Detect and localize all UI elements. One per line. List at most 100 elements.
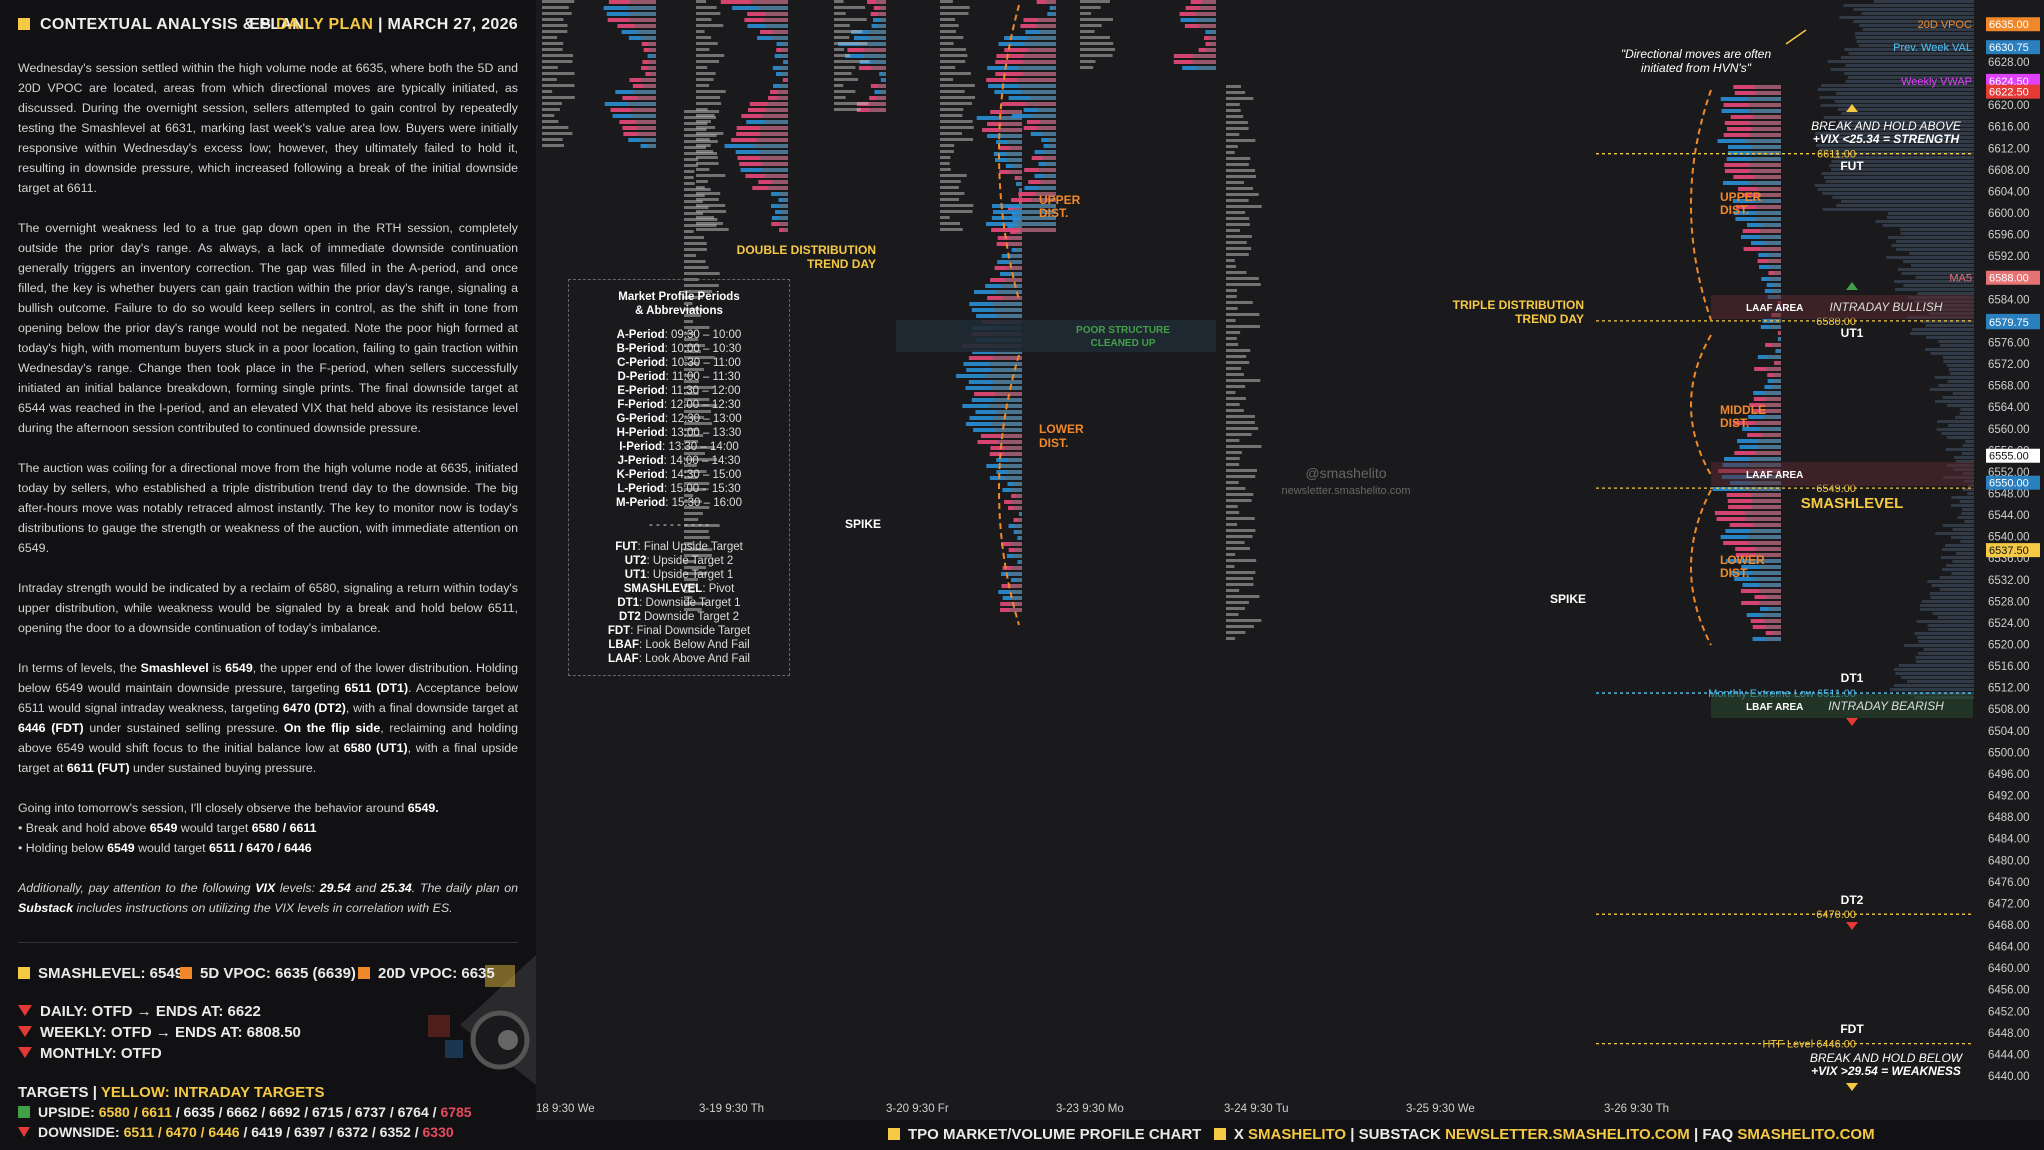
profile-3-19-letters xyxy=(696,180,708,183)
footer-substack-link[interactable]: NEWSLETTER.SMASHELITO.COM xyxy=(1445,1126,1690,1143)
profile-3-19-letters xyxy=(696,120,711,123)
profile-3-20-letters xyxy=(684,224,717,227)
profile-3-20-tpo xyxy=(996,410,1022,414)
profile-3-26-tpo xyxy=(1750,529,1781,533)
profile-3-19-letters xyxy=(696,36,712,39)
profile-3-18-tpo xyxy=(641,78,656,82)
price-tag-bg-8 xyxy=(1986,475,2040,490)
composite-bar xyxy=(1827,140,1974,143)
profile-3-26-tpo xyxy=(1762,613,1781,617)
footer-sep: | xyxy=(1693,1126,1699,1143)
profile-3-26-letters xyxy=(1226,139,1256,142)
footer-faq-link[interactable]: SMASHELITO.COM xyxy=(1737,1126,1875,1143)
p5-text: is xyxy=(208,661,226,675)
analysis-paragraph-4: Intraday strength would be indicated by … xyxy=(18,581,518,635)
profile-3-20-tpo xyxy=(1017,518,1022,522)
profile-3-19-tpo xyxy=(771,36,788,40)
profile-3-24-letters xyxy=(940,114,963,117)
profile-3-20-letters xyxy=(684,596,693,599)
profile-3-26-letters xyxy=(1226,589,1240,592)
profile-3-25-letters xyxy=(1080,12,1092,15)
profile-3-24-tpo xyxy=(1022,72,1056,76)
composite-bar xyxy=(1837,108,1974,111)
profile-3-26-tpo xyxy=(1773,283,1781,287)
weekly-label: WEEKLY: OTFD xyxy=(40,1024,152,1041)
profile-3-26-tpo xyxy=(1751,145,1781,149)
profile-3-26-tpo xyxy=(1749,163,1781,167)
monthly-trend: MONTHLY: OTFD xyxy=(18,1045,162,1062)
plan-date: MARCH 27, 2026 xyxy=(387,16,518,33)
composite-bar xyxy=(1930,596,1974,599)
composite-bar xyxy=(1964,520,1974,523)
lower-dist-label-3-20-1: LOWER xyxy=(1039,422,1084,436)
footer-x-handle[interactable]: SMASHELITO xyxy=(1248,1126,1347,1143)
profile-3-20-tpo xyxy=(1007,158,1022,162)
profile-3-26-tpo xyxy=(1764,241,1781,245)
profile-3-26-letters xyxy=(1226,595,1260,598)
middle-dist-label-1: MIDDLE xyxy=(1720,403,1766,417)
price-tick-22: 6540.00 xyxy=(1988,532,2030,544)
profile-3-20-tpo xyxy=(995,290,1022,294)
profile-3-26-tpo xyxy=(1773,373,1781,377)
price-tick-46: 6444.00 xyxy=(1988,1049,2030,1061)
p7-text: includes instructions on utilizing the V… xyxy=(73,901,453,915)
upside-last: 6785 xyxy=(440,1104,472,1120)
p6-bold: 6549. xyxy=(407,801,439,815)
profile-3-26-tpo xyxy=(1757,187,1781,191)
price-tick-47: 6440.00 xyxy=(1988,1071,2030,1083)
p6-bold: 6549 xyxy=(107,841,135,855)
price-tag-3: 6622.50 xyxy=(1989,87,2029,99)
profile-3-18-letters xyxy=(542,126,569,129)
composite-bar xyxy=(1897,268,1974,271)
profile-3-25-letters xyxy=(1080,24,1102,27)
composite-bar xyxy=(1942,568,1974,571)
price-tag-bg-2 xyxy=(1986,73,2040,88)
profile-3-18-letters xyxy=(542,36,558,39)
profile-3-18-letters xyxy=(542,54,574,57)
profile-3-24-letters xyxy=(940,102,972,105)
profile-3-24-letters xyxy=(940,162,950,165)
composite-bar xyxy=(1904,644,1974,647)
profile-3-26-letters xyxy=(1226,565,1235,568)
profile-3-25-tpo xyxy=(1192,54,1216,58)
arc-upper-3-26 xyxy=(1690,89,1712,321)
profile-3-19-tpo xyxy=(785,60,788,64)
profile-3-20-tpo xyxy=(1016,248,1022,252)
profile-3-24-letters xyxy=(940,90,965,93)
price-tag-bg-9 xyxy=(1986,543,2040,558)
price-tick-4: 6612.00 xyxy=(1988,143,2030,155)
profile-3-26-letters xyxy=(1226,415,1255,418)
price-tag-9: 6537.50 xyxy=(1989,545,2029,557)
profile-3-20-letters xyxy=(684,500,702,503)
composite-bar xyxy=(1827,60,1974,63)
profile-3-19-tpo xyxy=(780,210,788,214)
profile-3-24-tpo xyxy=(1038,168,1056,172)
weekly-trend: WEEKLY: OTFD → ENDS AT: 6808.50 xyxy=(18,1024,301,1041)
profile-3-20-letters xyxy=(684,506,710,509)
profile-3-20-tpo xyxy=(1002,464,1022,468)
profile-3-26-tpo xyxy=(1766,595,1781,599)
profile-3-19-letters xyxy=(696,204,726,207)
profile-3-18-tpo xyxy=(641,36,656,40)
profile-3-19-letters xyxy=(696,12,721,15)
p5-bold: On the flip side xyxy=(283,721,381,735)
profile-3-19-tpo xyxy=(782,198,788,202)
p7-text: . The daily plan on xyxy=(411,881,518,895)
composite-bar xyxy=(1957,516,1974,519)
down-triangle-icon xyxy=(18,1005,32,1016)
profile-3-26-tpo xyxy=(1774,271,1781,275)
profile-3-20-letters xyxy=(684,110,720,113)
profile-3-26-tpo xyxy=(1744,511,1781,515)
price-tick-29: 6512.00 xyxy=(1988,683,2030,695)
profile-3-20-tpo xyxy=(1008,236,1022,240)
profile-3-18-letters xyxy=(542,42,564,45)
profile-3-20-letters xyxy=(684,560,696,563)
composite-bar xyxy=(1962,508,1974,511)
profile-3-20-letters xyxy=(684,554,712,557)
profile-3-26-letters xyxy=(1226,409,1244,412)
time-label-2: 3-20 9:30 Fr xyxy=(886,1103,949,1115)
legend-period-5: F-Period: 12:00 – 12:30 xyxy=(617,399,741,411)
composite-bar xyxy=(1946,436,1974,439)
profile-3-25-tpo xyxy=(1202,0,1216,4)
price-tick-44: 6452.00 xyxy=(1988,1006,2030,1018)
